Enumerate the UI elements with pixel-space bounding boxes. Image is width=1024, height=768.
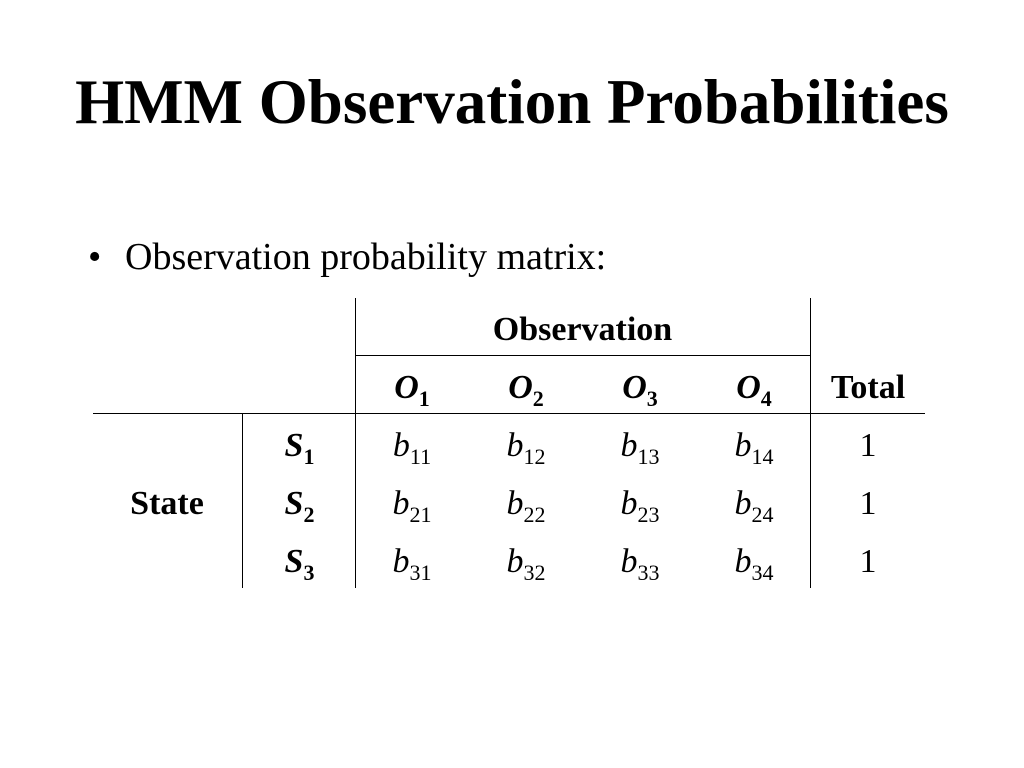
table-rule-observation-underline (355, 355, 810, 356)
cell-b12: b12 (506, 427, 546, 469)
bullet-item: • Observation probability matrix: (88, 232, 606, 282)
cell-b13: b13 (620, 427, 660, 469)
table-rule-state-divider (242, 414, 243, 588)
column-header-o1: O1 (394, 369, 430, 411)
column-header-o4: O4 (736, 369, 772, 411)
cell-b34: b34 (734, 543, 774, 585)
cell-b21: b21 (392, 485, 432, 527)
cell-b22: b22 (506, 485, 546, 527)
row-header-s2: S2 (284, 485, 315, 527)
cell-b33: b33 (620, 543, 660, 585)
table-rule-left-observation (355, 298, 356, 588)
total-column-header: Total (830, 369, 906, 406)
table-rule-header-bottom (93, 413, 925, 414)
cell-b14: b14 (734, 427, 774, 469)
cell-b11: b11 (392, 427, 432, 469)
cell-b23: b23 (620, 485, 660, 527)
observation-group-header: Observation (492, 311, 673, 348)
cell-b24: b24 (734, 485, 774, 527)
cell-b32: b32 (506, 543, 546, 585)
bullet-text: Observation probability matrix: (125, 236, 607, 278)
bullet-marker: • (88, 236, 102, 278)
state-row-group-label: State (130, 485, 204, 522)
row-total-s2: 1 (859, 485, 877, 522)
row-total-s3: 1 (859, 543, 877, 580)
cell-b31: b31 (392, 543, 432, 585)
row-header-s3: S3 (284, 543, 315, 585)
column-header-o3: O3 (622, 369, 658, 411)
row-header-s1: S1 (284, 427, 315, 469)
row-total-s1: 1 (859, 427, 877, 464)
table-rule-right-observation (810, 298, 811, 588)
column-header-o2: O2 (508, 369, 544, 411)
slide-title: HMM Observation Probabilities (75, 67, 949, 137)
